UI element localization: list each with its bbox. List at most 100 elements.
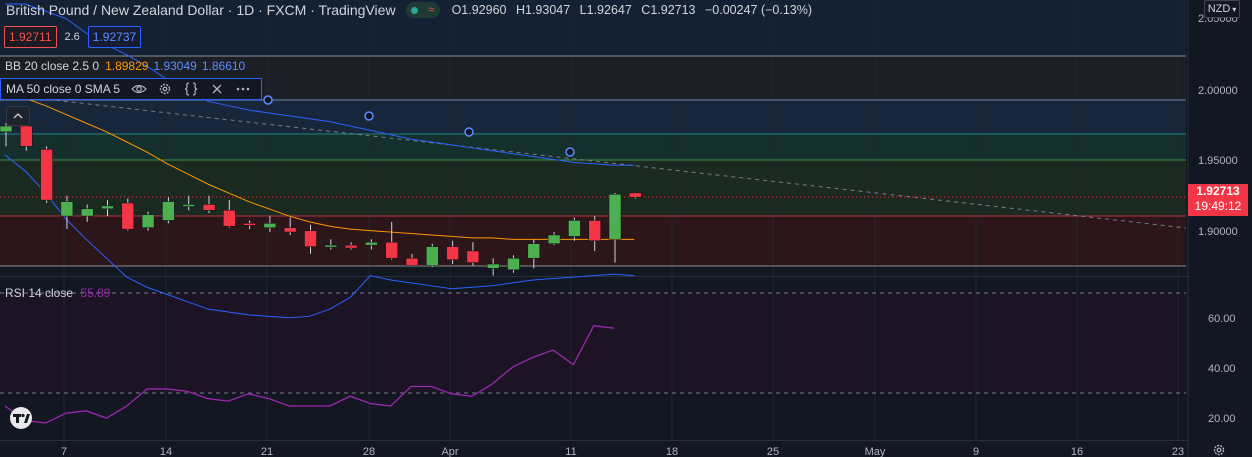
candle-body bbox=[263, 223, 277, 228]
source-code-icon[interactable] bbox=[183, 81, 199, 97]
more-icon[interactable] bbox=[235, 81, 251, 97]
change-value: −0.00247 (−0.13%) bbox=[705, 3, 813, 17]
last-price-value: 1.92713 bbox=[1196, 184, 1240, 198]
rsi-legend[interactable]: RSI 14 close 55.89 bbox=[5, 286, 110, 300]
market-open-icon bbox=[410, 6, 418, 14]
candle-body bbox=[40, 149, 53, 201]
tradingview-logo-icon[interactable] bbox=[8, 407, 34, 429]
candle-body bbox=[405, 257, 419, 266]
candle-body bbox=[0, 125, 13, 133]
zone-top bbox=[0, 0, 1186, 56]
candle-body bbox=[304, 230, 317, 247]
symbol-title[interactable]: British Pound / New Zealand Dollar · 1D … bbox=[6, 2, 396, 18]
time-tick-label: 23 bbox=[1172, 446, 1184, 457]
trend-anchor-point bbox=[364, 111, 374, 121]
spread-value: 2.6 bbox=[64, 31, 80, 43]
time-tick-label: 14 bbox=[160, 446, 172, 457]
chevron-up-icon bbox=[13, 113, 23, 119]
trend-anchor-point bbox=[263, 95, 273, 105]
candle-body bbox=[426, 246, 439, 266]
high-value: 1.93047 bbox=[525, 3, 571, 17]
open-label: O bbox=[451, 3, 462, 17]
rsi-line bbox=[4, 325, 615, 424]
eye-icon[interactable] bbox=[131, 81, 147, 97]
time-tick-label: 11 bbox=[565, 446, 576, 457]
low-value: 1.92647 bbox=[586, 3, 632, 17]
currency-label: NZD bbox=[1207, 3, 1231, 15]
bb-legend[interactable]: BB 20 close 2.5 0 1.89829 1.93049 1.8661… bbox=[0, 56, 255, 76]
high-label: H bbox=[515, 3, 525, 17]
candle-body bbox=[80, 208, 94, 217]
chevron-down-icon: ▾ bbox=[1232, 4, 1237, 14]
candle-body bbox=[385, 241, 398, 259]
candle-body bbox=[608, 194, 622, 240]
buy-button[interactable]: 1.92737 bbox=[87, 26, 142, 48]
time-tick-label: 25 bbox=[767, 446, 779, 457]
countdown-value: 19:49:12 bbox=[1194, 199, 1242, 213]
candle-body bbox=[283, 227, 297, 233]
rsi-tick-label: 60.00 bbox=[1208, 313, 1236, 325]
candle-body bbox=[162, 201, 175, 221]
time-tick-label: May bbox=[865, 446, 886, 457]
candle-body bbox=[344, 244, 358, 249]
candle-body bbox=[446, 246, 459, 260]
ma-name: MA 50 close 0 SMA 5 bbox=[6, 82, 121, 96]
rsi-tick-label: 20.00 bbox=[1208, 413, 1236, 425]
candle-body bbox=[243, 223, 256, 226]
ma-legend[interactable]: MA 50 close 0 SMA 5 bbox=[0, 78, 263, 100]
chart-header: British Pound / New Zealand Dollar · 1D … bbox=[0, 0, 818, 20]
trend-line bbox=[0, 93, 1187, 229]
bb-basis-line bbox=[4, 90, 635, 240]
candle-body bbox=[527, 243, 541, 259]
zone-teal bbox=[0, 134, 1186, 160]
bb-name: BB 20 close 2.5 0 bbox=[5, 59, 100, 73]
rsi-value: 55.89 bbox=[80, 286, 111, 300]
candle-body bbox=[202, 204, 216, 211]
candle-body bbox=[223, 210, 236, 227]
close-icon[interactable] bbox=[209, 81, 225, 97]
candle-body bbox=[466, 250, 480, 263]
time-tick-label: 9 bbox=[973, 446, 979, 457]
market-status[interactable]: ≈ bbox=[405, 2, 440, 18]
bb-basis-value: 1.89829 bbox=[105, 59, 149, 73]
chart-settings-icon[interactable] bbox=[1212, 443, 1226, 457]
rsi-band bbox=[0, 293, 1186, 393]
candle-body bbox=[20, 125, 33, 147]
time-tick-label: 21 bbox=[261, 446, 273, 457]
time-tick-label: 28 bbox=[363, 446, 375, 457]
open-value: 1.92960 bbox=[461, 3, 507, 17]
price-axis-bg bbox=[1188, 0, 1252, 457]
sell-button[interactable]: 1.92711 bbox=[4, 26, 57, 48]
price-tick-label: 2.00000 bbox=[1198, 85, 1238, 97]
candle-body bbox=[507, 257, 520, 271]
bb-lower-line bbox=[4, 154, 635, 319]
delay-icon: ≈ bbox=[428, 4, 435, 16]
time-tick-label: Apr bbox=[441, 446, 458, 457]
time-tick-label: 18 bbox=[666, 446, 678, 457]
candle-body bbox=[629, 192, 642, 198]
currency-selector[interactable]: NZD ▾ bbox=[1204, 0, 1240, 18]
price-tick-label: 1.90000 bbox=[1198, 226, 1238, 238]
low-label: L bbox=[579, 3, 587, 17]
candle-body bbox=[486, 263, 500, 269]
trend-anchor-point bbox=[464, 127, 474, 137]
rsi-tick-label: 40.00 bbox=[1208, 363, 1236, 375]
candle-body bbox=[568, 220, 581, 237]
price-tick-label: 1.95000 bbox=[1198, 155, 1238, 167]
time-tick-label: 16 bbox=[1071, 446, 1083, 457]
candle-body bbox=[182, 204, 195, 207]
quote-panel: 1.92711 2.6 1.92737 bbox=[4, 26, 142, 48]
pane-divider bbox=[0, 276, 1252, 277]
zone-green bbox=[0, 160, 1186, 216]
time-tick-label: 7 bbox=[61, 446, 67, 457]
candle-body bbox=[588, 220, 601, 242]
gear-icon[interactable] bbox=[157, 81, 173, 97]
trend-anchor-point bbox=[565, 147, 575, 157]
collapse-legend-button[interactable] bbox=[6, 106, 30, 126]
last-price-label: 1.92713 19:49:12 bbox=[1188, 184, 1248, 216]
close-value: 1.92713 bbox=[650, 3, 696, 17]
candle-body bbox=[60, 201, 74, 217]
bb-lower-value: 1.86610 bbox=[201, 59, 246, 73]
